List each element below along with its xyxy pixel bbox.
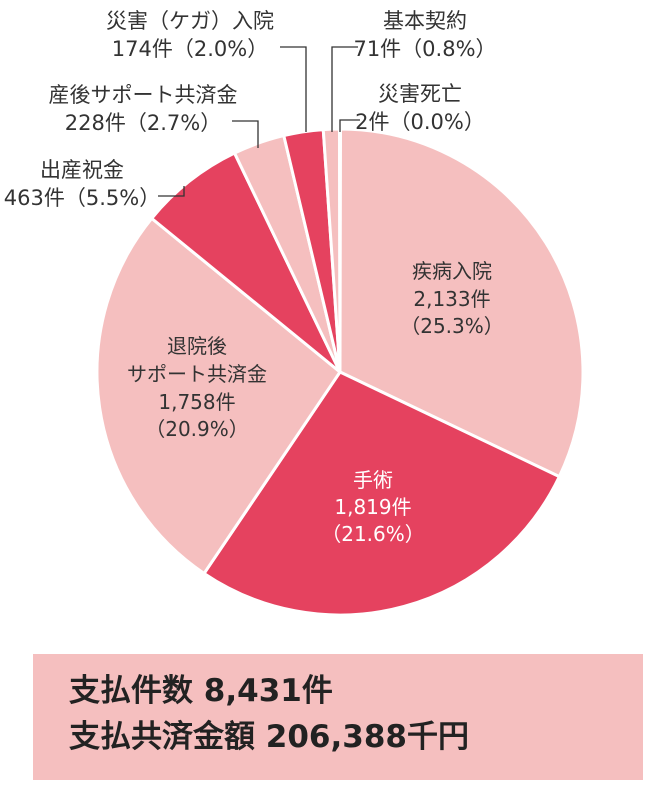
label-birth-name: 出産祝金 (40, 158, 124, 182)
label-postpartum: 産後サポート共済金 228件（2.7%） (49, 83, 238, 135)
label-disease: 疾病入院 2,133件 （25.3%） (400, 259, 504, 338)
summary-payment-amount: 支払共済金額 206,388千円 (69, 719, 469, 755)
label-discharge: 退院後 サポート共済金 1,758件 （20.9%） (127, 334, 267, 441)
pie-slices (95, 127, 585, 617)
label-surgery-percent: （21.6%） (321, 522, 425, 546)
label-surgery-count: 1,819件 (334, 495, 411, 519)
pie-slice-7 (338, 127, 343, 374)
leader-line-injury (280, 46, 307, 132)
pie-slice-0 (338, 127, 585, 479)
leader-line-postpartum (232, 120, 259, 148)
label-postpartum-value: 228件（2.7%） (65, 111, 221, 135)
label-birth: 出産祝金 463件（5.5%） (4, 158, 160, 210)
leader-line-birth (158, 186, 185, 197)
label-disease-count: 2,133件 (413, 287, 490, 311)
label-discharge-percent: （20.9%） (145, 417, 249, 441)
label-discharge-name-2: サポート共済金 (127, 362, 267, 386)
pie-slice-1 (202, 370, 561, 617)
label-injury-name: 災害（ケガ）入院 (106, 9, 274, 33)
label-discharge-count: 1,758件 (158, 390, 235, 414)
label-basic-value: 71件（0.8%） (353, 37, 496, 61)
label-birth-value: 463件（5.5%） (4, 186, 160, 210)
label-discharge-name-1: 退院後 (167, 334, 227, 358)
label-basic: 基本契約 71件（0.8%） (353, 9, 496, 61)
pie-slice-3 (150, 151, 342, 374)
label-basic-name: 基本契約 (383, 9, 467, 33)
leader-line-death (339, 119, 360, 132)
summary-box: 支払件数 8,431件 支払共済金額 206,388千円 (33, 654, 643, 780)
pie-slice-2 (95, 216, 342, 575)
summary-payment-count: 支払件数 8,431件 (69, 673, 333, 709)
label-surgery-name: 手術 (353, 468, 393, 492)
label-injury: 災害（ケガ）入院 174件（2.0%） (106, 9, 274, 61)
label-injury-value: 174件（2.0%） (112, 37, 268, 61)
pie-chart: 疾病入院 2,133件 （25.3%） 手術 1,819件 （21.6%） 退院… (4, 9, 585, 617)
label-death-name: 災害死亡 (378, 82, 462, 106)
label-disease-name: 疾病入院 (412, 259, 492, 283)
label-postpartum-name: 産後サポート共済金 (49, 83, 238, 107)
label-disease-percent: （25.3%） (400, 314, 504, 338)
leader-line-basic (331, 46, 358, 132)
leader-lines (158, 46, 360, 197)
label-death: 災害死亡 2件（0.0%） (355, 82, 485, 134)
label-surgery: 手術 1,819件 （21.6%） (321, 468, 425, 546)
label-death-value: 2件（0.0%） (355, 110, 485, 134)
